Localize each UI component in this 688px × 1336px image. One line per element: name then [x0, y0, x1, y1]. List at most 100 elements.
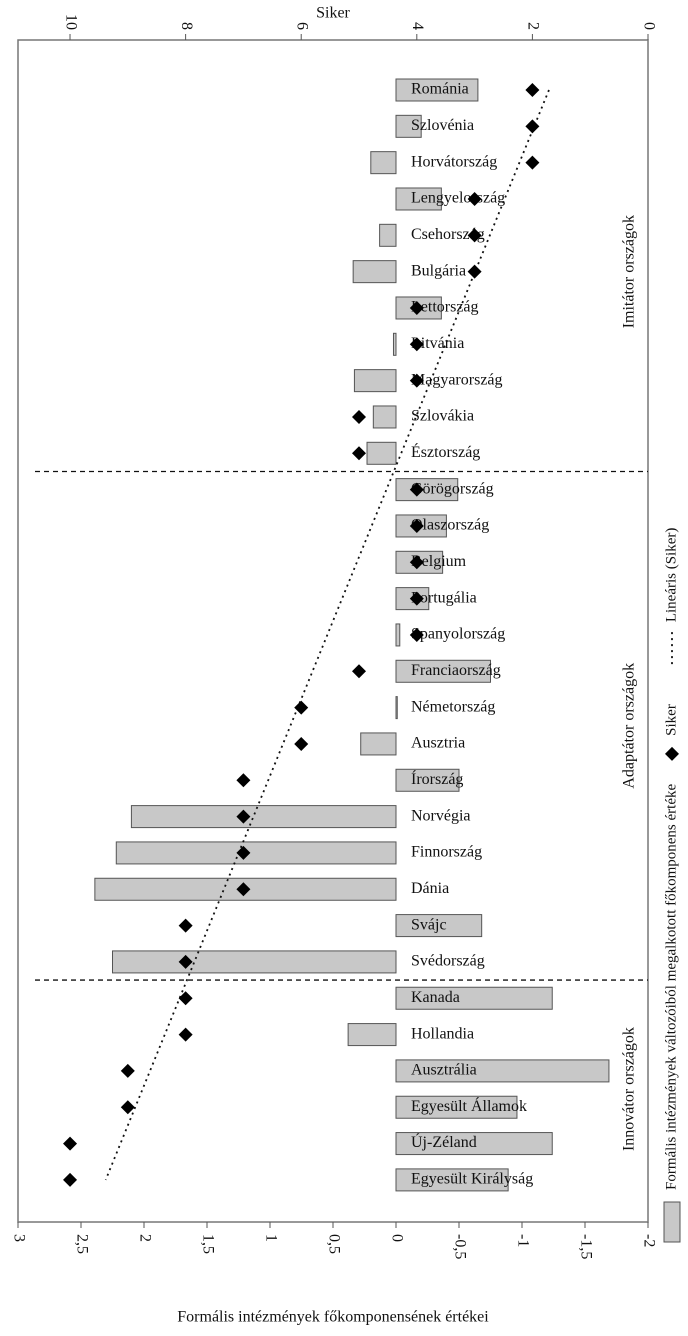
category-label: Lettország — [411, 299, 479, 316]
marker — [63, 1136, 78, 1151]
category-label: Csehország — [411, 226, 485, 243]
category-label: Írország — [411, 769, 463, 788]
x-tick-label: 3 — [10, 1234, 27, 1242]
marker — [120, 1063, 135, 1078]
x-tick-label: -0,5 — [451, 1234, 468, 1259]
category-label: Hollandia — [411, 1025, 474, 1042]
x-tick-label: -1 — [514, 1234, 531, 1247]
x-tick-label: 0 — [388, 1234, 405, 1242]
x2-tick-label: 10 — [62, 14, 79, 30]
x2-axis-title: Siker — [316, 5, 350, 22]
category-label: Észtország — [411, 442, 480, 461]
legend-marker — [665, 746, 679, 761]
bar — [372, 405, 397, 429]
category-label: Magyarország — [411, 371, 503, 388]
bar — [366, 441, 397, 465]
category-label: Ausztrália — [411, 1062, 477, 1079]
category-label: Németország — [411, 698, 495, 715]
bar — [352, 260, 397, 284]
category-label: Ausztria — [411, 735, 465, 752]
category-label: Svédország — [411, 953, 485, 970]
legend-label: Formális intézmények változóiból megalko… — [663, 784, 679, 1190]
bar — [370, 151, 397, 175]
marker — [409, 300, 424, 315]
legend-label: Siker — [663, 704, 679, 736]
bar — [392, 332, 397, 356]
marker — [409, 337, 424, 352]
legend-swatch — [663, 1201, 681, 1243]
x2-tick-label: 0 — [640, 22, 657, 30]
bar — [395, 1168, 509, 1192]
bar — [112, 950, 397, 974]
bar — [360, 732, 397, 756]
bar — [395, 623, 401, 647]
x2-tick-label: 8 — [178, 22, 195, 30]
x-tick-label: -2 — [640, 1234, 657, 1247]
x-tick-label: 2,5 — [73, 1234, 90, 1254]
marker — [63, 1172, 78, 1187]
category-label: Egyesült Államok — [411, 1096, 527, 1115]
category-label: Kanada — [411, 989, 460, 1006]
bar — [395, 1095, 518, 1119]
marker — [236, 773, 251, 788]
x-tick-label: 0,5 — [325, 1234, 342, 1254]
marker — [409, 627, 424, 642]
group-label: Adaptátor országok — [621, 663, 638, 789]
x2-tick-label: 6 — [294, 22, 311, 30]
x-tick-label: 2 — [136, 1234, 153, 1242]
bar — [395, 659, 491, 683]
category-label: Dánia — [411, 880, 449, 897]
bar — [395, 78, 479, 102]
marker — [352, 409, 367, 424]
marker — [294, 700, 309, 715]
legend: Formális intézmények változóiból megalko… — [663, 528, 681, 1243]
marker — [236, 845, 251, 860]
marker — [467, 191, 482, 206]
marker — [409, 373, 424, 388]
marker — [178, 954, 193, 969]
category-label: Norvégia — [411, 807, 471, 824]
x-axis-title: Formális intézmények főkomponensének ért… — [177, 1309, 489, 1326]
marker — [525, 155, 540, 170]
marker — [525, 119, 540, 134]
category-label: Litvánia — [411, 335, 464, 352]
marker — [467, 228, 482, 243]
group-label: Imitátor országok — [621, 215, 638, 328]
category-label: Új-Zéland — [411, 1132, 477, 1151]
category-label: Görögország — [411, 480, 494, 497]
bar — [353, 369, 397, 393]
marker — [409, 518, 424, 533]
x-tick-label: 1,5 — [199, 1234, 216, 1254]
category-label: Franciaország — [411, 662, 501, 679]
x-tick-label: 1 — [262, 1234, 279, 1242]
marker — [178, 1027, 193, 1042]
marker — [294, 736, 309, 751]
bar — [130, 805, 397, 829]
bar — [115, 841, 397, 865]
category-label: Szlovénia — [411, 117, 474, 134]
marker — [409, 591, 424, 606]
marker — [352, 446, 367, 461]
marker — [236, 882, 251, 897]
trend-line — [104, 89, 550, 1181]
bar — [395, 114, 422, 138]
group-label: Innovátor országok — [621, 1027, 638, 1151]
category-label: Spanyolország — [411, 626, 505, 643]
marker — [409, 555, 424, 570]
bar — [347, 1023, 397, 1047]
marker — [178, 991, 193, 1006]
bar — [395, 1132, 553, 1156]
category-label: Lengyelország — [411, 190, 505, 207]
marker — [178, 918, 193, 933]
category-label: Svájc — [411, 916, 447, 933]
bar — [395, 1059, 610, 1083]
marker — [467, 264, 482, 279]
bar — [395, 478, 459, 502]
x2-tick-label: 4 — [409, 22, 426, 30]
bar — [395, 986, 553, 1010]
category-label: Belgium — [411, 553, 467, 570]
bar — [395, 696, 398, 720]
category-label: Finnország — [411, 844, 482, 861]
marker — [236, 809, 251, 824]
